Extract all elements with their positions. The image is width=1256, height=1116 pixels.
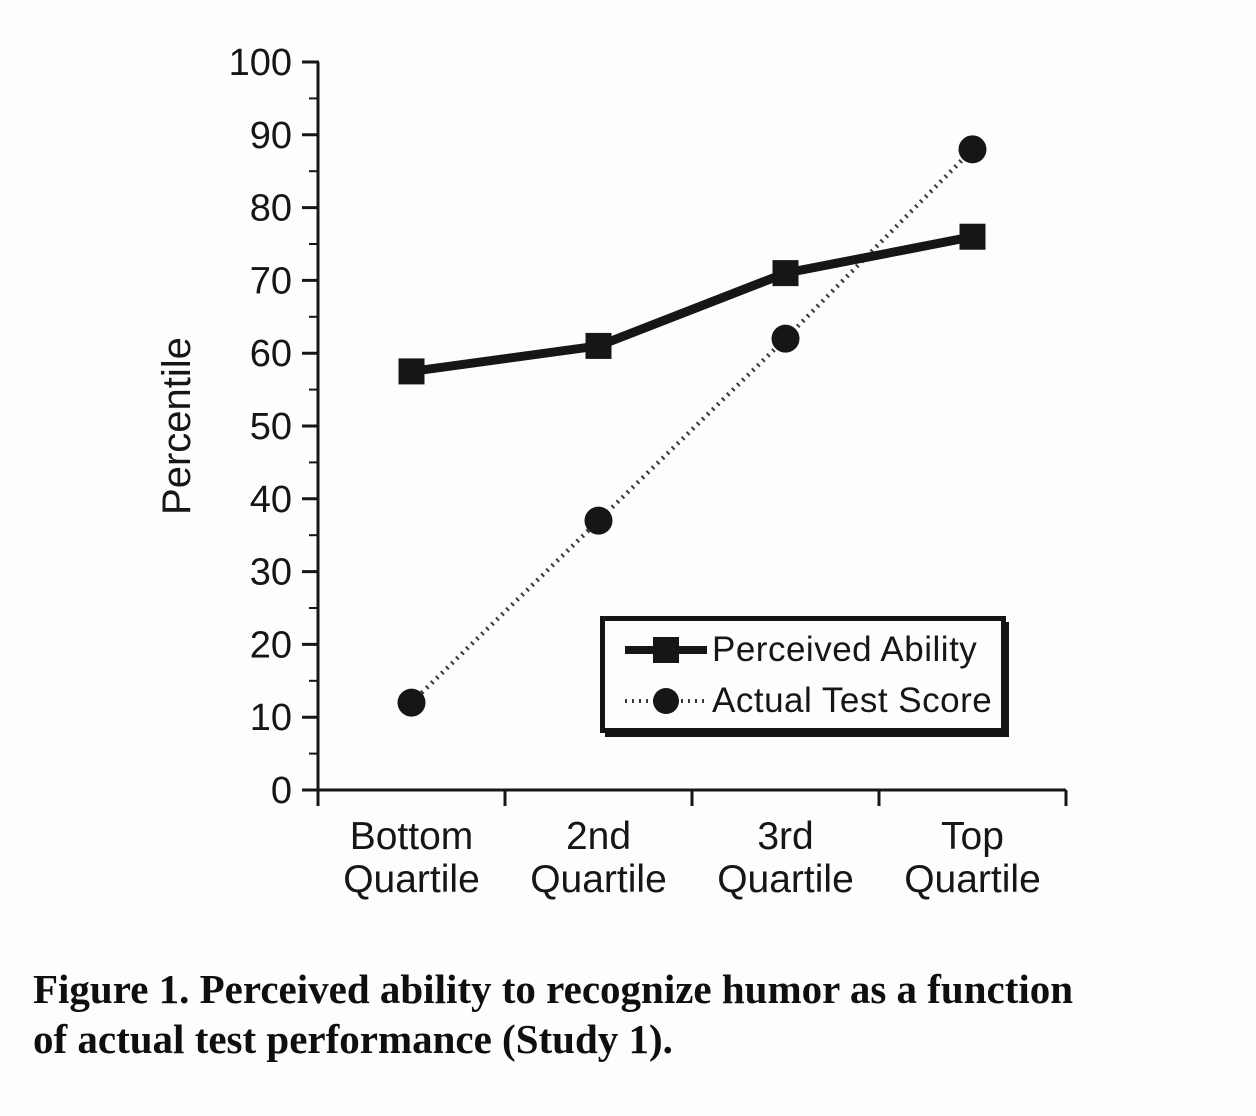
solid-line-square-marker-icon xyxy=(625,636,707,663)
x-category-label-top-quartile: Top xyxy=(941,815,1004,858)
x-category-label-3rd-quartile: 3rd xyxy=(757,815,813,858)
x-category-label-bottom-quartile: Quartile xyxy=(343,858,480,901)
data-point-actual-test-score xyxy=(958,135,987,164)
y-tick-label: 20 xyxy=(250,624,292,666)
x-category-label-2nd-quartile: Quartile xyxy=(530,858,667,901)
x-category-label-top-quartile: Quartile xyxy=(904,858,1041,901)
y-tick-label: 90 xyxy=(250,115,292,157)
legend-label-actual-test-score: Actual Test Score xyxy=(712,680,993,720)
y-tick-label: 10 xyxy=(250,697,292,739)
data-point-perceived-ability xyxy=(585,332,612,359)
data-point-perceived-ability xyxy=(959,223,986,250)
y-tick-label: 0 xyxy=(271,770,292,812)
y-axis-title: Percentile xyxy=(155,337,199,515)
y-tick-label: 60 xyxy=(250,333,292,375)
series-line-perceived-ability xyxy=(410,232,974,376)
legend-entry-perceived-ability: Perceived Ability xyxy=(623,624,1001,675)
legend-label-perceived-ability: Perceived Ability xyxy=(712,629,978,669)
data-point-actual-test-score xyxy=(771,324,800,353)
x-category-label-2nd-quartile: 2nd xyxy=(566,815,631,858)
y-tick-label: 100 xyxy=(229,42,292,84)
caption-line-2: of actual test performance (Study 1). xyxy=(33,1016,673,1062)
legend-entry-actual-test-score: Actual Test Score xyxy=(623,675,1001,726)
figure-caption: Figure 1. Perceived ability to recognize… xyxy=(33,964,1233,1064)
data-point-actual-test-score xyxy=(397,688,426,717)
y-tick-label: 30 xyxy=(250,552,292,594)
data-point-perceived-ability xyxy=(398,358,425,385)
x-category-label-bottom-quartile: Bottom xyxy=(350,815,474,858)
percentile-line-chart: 0102030405060708090100BottomQuartile2ndQ… xyxy=(155,42,1068,901)
dotted-line-circle-marker-icon xyxy=(625,687,707,714)
y-tick-label: 50 xyxy=(250,406,292,448)
chart-legend: Perceived Ability Actual Test Score xyxy=(600,616,1006,733)
y-tick-label: 40 xyxy=(250,479,292,521)
y-tick-label: 80 xyxy=(250,188,292,230)
y-tick-label: 70 xyxy=(250,260,292,302)
data-point-actual-test-score xyxy=(584,506,613,535)
data-point-perceived-ability xyxy=(772,260,799,287)
x-category-label-3rd-quartile: Quartile xyxy=(717,858,854,901)
caption-line-1: Figure 1. Perceived ability to recognize… xyxy=(33,966,1074,1012)
